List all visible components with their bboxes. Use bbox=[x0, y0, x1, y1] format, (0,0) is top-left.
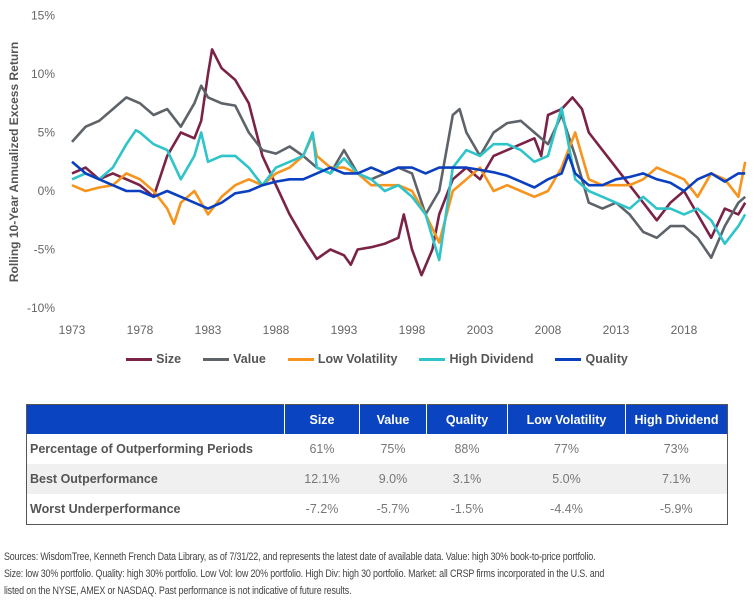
table-cell: 73% bbox=[663, 442, 689, 456]
legend-label: Value bbox=[233, 352, 266, 366]
table-header-row: Size Value Quality Low Volatility High D… bbox=[26, 404, 728, 434]
x-tick-label: 1988 bbox=[263, 323, 290, 337]
line-chart: Rolling 10-Year Annualized Excess Return… bbox=[7, 9, 747, 337]
y-tick-label: 0% bbox=[38, 184, 56, 198]
table-cell: 9.0% bbox=[359, 464, 427, 494]
table-cell: 5.0% bbox=[507, 464, 626, 494]
x-tick-label: 2013 bbox=[603, 323, 630, 337]
table-row: Best Outperformance 12.1% 9.0% 3.1% 5.0% 7.1% bbox=[26, 464, 728, 494]
legend-swatch bbox=[287, 357, 314, 361]
footnote-line: Size: low 30% portfolio. Quality: high 3… bbox=[4, 568, 605, 580]
legend-item: Quality bbox=[555, 352, 628, 366]
footnote-line: listed on the NYSE, AMEX or NASDAQ. Past… bbox=[4, 585, 352, 597]
x-tick-label: 1973 bbox=[59, 323, 86, 337]
footnote-line: Sources: WisdomTree, Kenneth French Data… bbox=[4, 551, 596, 563]
x-tick-label: 1993 bbox=[331, 323, 358, 337]
y-tick-label: -10% bbox=[27, 301, 55, 315]
legend-swatch bbox=[555, 357, 582, 361]
table-cell: 7.1% bbox=[625, 464, 728, 494]
x-tick-label: 1998 bbox=[399, 323, 426, 337]
series-line-high-dividend bbox=[71, 106, 747, 262]
legend-item: Size bbox=[126, 352, 181, 366]
legend-swatch bbox=[203, 357, 230, 361]
table-cell: 75% bbox=[380, 442, 406, 456]
series-line-quality bbox=[71, 153, 746, 210]
table-cell: 77% bbox=[553, 442, 580, 456]
header-high-dividend: High Dividend bbox=[625, 404, 728, 434]
legend-label: High Dividend bbox=[449, 352, 534, 366]
row-label: Percentage of Outperforming Periods bbox=[30, 442, 253, 456]
y-tick-label: 15% bbox=[31, 9, 55, 23]
y-tick-label: 5% bbox=[38, 126, 56, 140]
series-line-value bbox=[71, 84, 747, 260]
x-tick-label: 1978 bbox=[127, 323, 154, 337]
header-size: Size bbox=[284, 404, 360, 434]
x-tick-label: 1983 bbox=[195, 323, 222, 337]
table-cell: 61% bbox=[309, 442, 335, 456]
legend-label: Low Volatility bbox=[317, 352, 398, 366]
summary-table: Size Value Quality Low Volatility High D… bbox=[26, 404, 728, 525]
legend-swatch bbox=[419, 357, 446, 361]
series-line-low-volatility bbox=[71, 131, 747, 244]
legend-item: Value bbox=[203, 352, 266, 366]
table-cell: -5.9% bbox=[659, 502, 693, 516]
row-label: Worst Underperformance bbox=[30, 502, 181, 516]
table-cell: -5.7% bbox=[376, 502, 410, 516]
x-tick-label: 2018 bbox=[671, 323, 698, 337]
legend-label: Size bbox=[156, 352, 182, 366]
header-blank bbox=[26, 404, 285, 434]
table-cell: 12.1% bbox=[284, 464, 360, 494]
y-axis-label: Rolling 10-Year Annualized Excess Return bbox=[7, 42, 21, 282]
x-tick-label: 2003 bbox=[467, 323, 494, 337]
legend: Size Value Low Volatility High Dividend Qual… bbox=[0, 352, 754, 366]
header-value: Value bbox=[359, 404, 427, 434]
x-tick-label: 2008 bbox=[535, 323, 562, 337]
table-row: Worst Underperformance -7.2% -5.7% -1.5% -4.… bbox=[27, 494, 728, 525]
table-cell: -1.5% bbox=[450, 502, 484, 516]
legend-label: Quality bbox=[585, 352, 628, 366]
table-cell: 3.1% bbox=[426, 464, 508, 494]
header-low-volatility: Low Volatility bbox=[507, 404, 626, 434]
legend-swatch bbox=[126, 357, 153, 361]
legend-item: High Dividend bbox=[419, 352, 533, 366]
footnote: Sources: WisdomTree, Kenneth French Data… bbox=[4, 549, 754, 600]
series-line-size bbox=[71, 48, 747, 277]
table-cell: 88% bbox=[454, 442, 480, 456]
header-quality: Quality bbox=[426, 404, 508, 434]
table-row: Percentage of Outperforming Periods 61% 75… bbox=[27, 434, 728, 464]
y-tick-label: -5% bbox=[34, 243, 56, 257]
y-tick-label: 10% bbox=[31, 67, 55, 81]
row-label: Best Outperformance bbox=[26, 464, 285, 494]
legend-item: Low Volatility bbox=[287, 352, 398, 366]
table-cell: -7.2% bbox=[305, 502, 339, 516]
table-cell: -4.4% bbox=[550, 502, 583, 516]
